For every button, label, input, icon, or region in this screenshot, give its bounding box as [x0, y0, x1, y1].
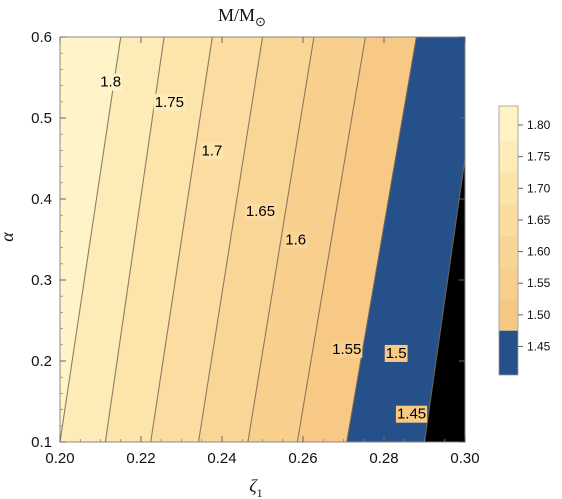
y-tick-label: 0.2 [31, 353, 52, 370]
x-tick-label: 0.22 [126, 450, 155, 467]
colorbar-band [499, 172, 518, 205]
y-tick-label: 0.5 [31, 110, 52, 127]
contour-line [346, 36, 417, 443]
x-tick-label: 0.26 [288, 450, 317, 467]
contour-label: 1.45 [397, 406, 426, 423]
contour-label-bg [200, 142, 224, 160]
plot-regions [59, 36, 466, 443]
contour-label-bg [395, 405, 428, 423]
colorbar: 1.80 1.75 1.70 1.65 1.60 1.55 1.50 1.45 [498, 105, 551, 376]
contour-label: 1.75 [155, 94, 184, 111]
colorbar-band [499, 140, 518, 173]
x-axis-label: ζ1 [249, 476, 262, 499]
contour-line [247, 36, 315, 443]
colorbar-tick-label: 1.55 [527, 276, 551, 290]
contour-label-bg [384, 344, 408, 362]
colorbar-frame [498, 105, 519, 376]
y-tick-label: 0.3 [31, 272, 52, 289]
colorbar-tick-label: 1.50 [527, 308, 551, 322]
contour-lines [59, 36, 466, 443]
contour-label: 1.7 [201, 142, 222, 159]
contour-label-bg [331, 340, 363, 358]
colorbar-tick-label: 1.60 [527, 245, 551, 259]
contour-labels: 1.8 1.75 1.7 1.65 1.6 1.55 1.5 1.45 [99, 73, 428, 423]
contour-label: 1.6 [285, 232, 306, 249]
colorbar-tick-label: 1.80 [527, 118, 551, 132]
contour-line [197, 36, 264, 443]
contour-label-bg [99, 73, 123, 91]
contour-label-bg [244, 203, 277, 221]
colorbar-tick-label: 1.65 [527, 213, 551, 227]
y-axis-ticks: 0.1 0.2 0.3 0.4 0.5 0.6 [31, 29, 465, 451]
y-tick-label: 0.1 [31, 434, 52, 451]
contour-line [150, 36, 213, 443]
contour-label: 1.55 [332, 341, 361, 358]
colorbar-band [499, 204, 518, 236]
contour-line [296, 36, 366, 443]
y-tick-label: 0.4 [31, 191, 52, 208]
colorbar-band [499, 330, 518, 375]
x-tick-label: 0.20 [45, 450, 74, 467]
chart-title: M/M⊙ [218, 5, 266, 29]
contour-line [423, 158, 466, 443]
contour-label: 1.65 [246, 203, 275, 220]
contour-label: 1.8 [100, 74, 121, 91]
contour-label: 1.5 [386, 345, 407, 362]
colorbar-band [499, 299, 518, 331]
colorbar-band [499, 235, 518, 268]
colorbar-tick-label: 1.70 [527, 181, 551, 195]
y-tick-label: 0.6 [31, 29, 52, 46]
contour-line [59, 36, 122, 443]
colorbar-band [499, 106, 518, 141]
contour-label-bg [153, 93, 185, 111]
colorbar-tick-label: 1.45 [527, 340, 551, 354]
x-tick-label: 0.24 [207, 450, 236, 467]
x-tick-label: 0.28 [369, 450, 398, 467]
x-axis-ticks: 0.20 0.22 0.24 0.26 0.28 0.30 [45, 37, 480, 467]
x-tick-label: 0.30 [450, 450, 479, 467]
y-axis-label: α [0, 232, 17, 242]
colorbar-band [499, 267, 518, 300]
colorbar-tick-label: 1.75 [527, 150, 551, 164]
contour-label-bg [284, 231, 308, 249]
